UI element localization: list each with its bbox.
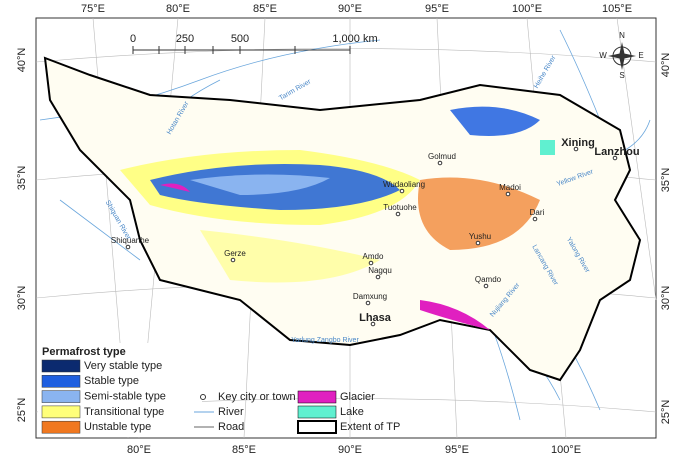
city-label: Wudaoliang [383,180,425,189]
lon-label: 75°E [81,3,105,15]
legend-swatch [41,390,81,403]
lat-label: 25°N [16,398,28,423]
city-label: Yushu [469,232,491,241]
city-marker [573,146,579,152]
compass-label: S [619,71,624,80]
legend-label: Very stable type [84,360,162,372]
river-label: Yarlung Zangbo River [291,337,359,344]
city-label: Qamdo [475,275,502,284]
legend-swatch [41,420,81,434]
lon-label: 90°E [338,3,362,15]
lon-label: 90°E [338,444,362,456]
lat-label: 25°N [660,400,672,425]
legend-swatch [297,390,337,404]
legend-label: Unstable type [84,421,151,433]
city-label: Gerze [224,249,246,258]
lon-label: 80°E [166,3,190,15]
scale-label: 1,000 km [332,33,377,45]
lat-label: 30°N [16,286,28,311]
legend-swatch [41,359,81,373]
lon-label: 95°E [445,444,469,456]
city-label: Lanzhou [594,146,639,158]
city-label: Tuotuohe [383,203,417,212]
scale-label: 250 [176,33,194,45]
city-label: Dari [530,208,545,217]
city-marker [437,160,443,166]
compass-label: W [599,51,607,60]
city-marker [532,216,538,222]
city-marker [375,274,381,280]
scale-bar [132,46,351,54]
legend-swatch [297,420,337,434]
lon-label: 100°E [512,3,542,15]
legend-swatch [297,405,337,419]
scale-label: 0 [130,33,136,45]
city-label: Nagqu [368,266,392,275]
legend-label: Glacier [340,391,375,403]
city-marker [505,191,511,197]
compass-label: N [619,31,625,40]
city-label: Golmud [428,152,456,161]
city-label: Xining [561,137,595,149]
lat-label: 30°N [660,286,672,311]
city-marker [230,257,236,263]
city-marker [475,240,481,246]
legend-label: Extent of TP [340,421,400,433]
legend-label: Road [218,421,244,433]
city-label: Madoi [499,183,521,192]
lon-label: 100°E [551,444,581,456]
city-marker [370,321,376,327]
city-marker [125,244,131,250]
lat-label: 40°N [660,53,672,78]
legend-label: Semi-stable type [84,391,166,403]
city-label: Lhasa [359,312,392,324]
legend-label: Stable type [84,375,139,387]
legend-city [200,394,206,400]
lon-label: 85°E [253,3,277,15]
legend-label: Key city or town [218,391,296,403]
city-label: Amdo [363,252,384,261]
compass-label: E [638,51,643,60]
scale-label: 500 [231,33,249,45]
lon-label: 85°E [232,444,256,456]
lat-label: 40°N [16,48,28,73]
city-marker [483,283,489,289]
legend-title: Permafrost type [42,346,126,358]
legend-label: Transitional type [84,406,164,418]
city-marker [612,155,618,161]
legend-label: Lake [340,406,364,418]
lat-label: 35°N [660,168,672,193]
lon-label: 80°E [127,444,151,456]
lon-label: 95°E [425,3,449,15]
city-marker [368,260,374,266]
compass [608,42,636,70]
city-label: Shiquanhe [111,236,150,245]
city-marker [399,188,405,194]
legend-swatch [41,405,81,419]
city-label: Damxung [353,292,387,301]
city-marker [365,300,371,306]
permafrost-areas [120,106,555,330]
legend-swatch [41,375,81,388]
lon-label: 105°E [602,3,632,15]
lat-label: 35°N [16,166,28,191]
legend-label: River [218,406,244,418]
city-marker [395,211,401,217]
